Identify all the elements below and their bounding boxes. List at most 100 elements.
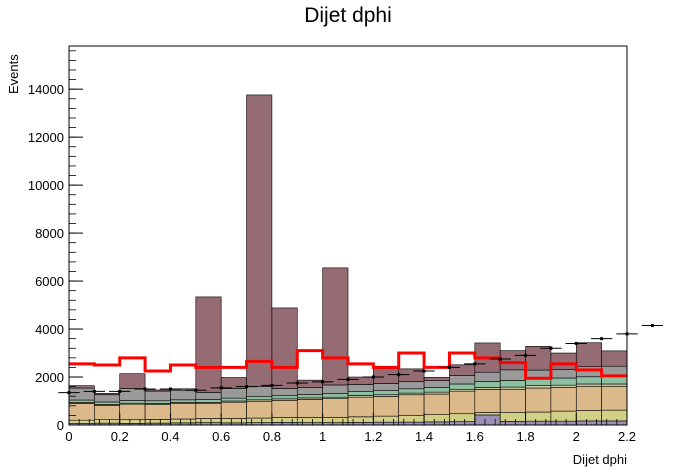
stack-bar-6-10 [322, 267, 349, 386]
stack-bar-1-11 [347, 416, 374, 423]
data-point-6 [219, 386, 223, 390]
stack-bar-1-21 [601, 409, 628, 422]
stack-bar-4-11 [347, 391, 374, 396]
data-point-3 [143, 387, 147, 391]
stack-bar-2-3 [144, 404, 171, 420]
stack-bar-6-21 [601, 350, 628, 367]
stacked-histogram [68, 94, 628, 426]
data-point-19 [549, 346, 553, 350]
data-point-2 [118, 389, 122, 393]
stack-bar-5-5 [195, 392, 222, 400]
x-tick-label-8: 1.6 [466, 429, 484, 444]
x-tick-label-0: 0 [65, 429, 72, 444]
stack-bar-0-21 [601, 420, 628, 426]
axes: 0 0.2 0.4 0.6 0.8 1 1.2 1.4 1.6 1.8 2 2.2 0 2000 4000 6… [28, 45, 636, 444]
stack-bar-3-17 [499, 386, 526, 390]
stack-bar-5-3 [144, 390, 171, 402]
stack-bar-4-6 [220, 397, 247, 402]
stack-bar-5-9 [296, 387, 323, 395]
stack-bar-1-13 [398, 415, 425, 423]
stack-bar-5-11 [347, 384, 374, 392]
stack-bar-4-13 [398, 388, 425, 394]
data-point-5 [194, 388, 198, 392]
stack-bar-1-4 [170, 418, 197, 424]
stack-bar-1-18 [525, 411, 552, 422]
stack-bar-2-13 [398, 394, 425, 416]
data-point-18 [524, 353, 528, 357]
stack-bar-1-2 [119, 419, 146, 424]
stack-bar-5-20 [575, 366, 602, 378]
stack-bar-4-3 [144, 400, 171, 404]
stack-bar-5-16 [474, 371, 501, 382]
stack-bar-1-19 [550, 410, 577, 422]
stack-bar-5-7 [246, 386, 273, 397]
stack-bar-1-0 [68, 419, 95, 424]
stack-bar-0-16 [474, 414, 501, 426]
stack-bar-2-20 [575, 386, 602, 411]
y-tick-label-0: 0 [57, 418, 64, 433]
red-step-line [69, 349, 627, 380]
y-tick-label-1: 2000 [35, 370, 64, 385]
stack-bar-3-20 [575, 383, 602, 387]
stack-bar-6-20 [575, 342, 602, 368]
stack-bar-2-19 [550, 387, 577, 412]
stack-bar-1-9 [296, 417, 323, 423]
stack-bar-5-14 [423, 380, 450, 388]
stack-bar-5-15 [449, 375, 476, 385]
x-tick-label-4: 0.8 [263, 429, 281, 444]
stack-bar-2-11 [347, 396, 374, 418]
stack-bar-1-20 [575, 410, 602, 422]
stack-bar-4-2 [119, 400, 146, 404]
data-point-23 [650, 323, 654, 327]
data-point-17 [498, 357, 502, 361]
stack-bar-4-0 [68, 399, 95, 403]
y-tick-label-4: 8000 [35, 226, 64, 241]
stack-bar-1-16 [474, 412, 501, 416]
x-tick-label-11: 2.2 [618, 429, 636, 444]
stack-bar-2-12 [373, 396, 400, 417]
stack-bar-2-15 [449, 390, 476, 415]
stack-bar-5-12 [373, 383, 400, 391]
stack-bar-4-20 [575, 376, 602, 385]
y-tick-label-7: 14000 [28, 82, 64, 97]
stack-bar-2-6 [220, 401, 247, 419]
stack-bar-2-5 [195, 403, 222, 419]
stack-bar-5-0 [68, 387, 95, 401]
stack-bar-5-8 [271, 388, 298, 397]
data-point-11 [346, 377, 350, 381]
x-tick-label-1: 0.2 [111, 429, 129, 444]
stack-bar-5-19 [550, 369, 577, 379]
stack-bar-2-16 [474, 389, 501, 413]
data-point-16 [473, 362, 477, 366]
y-tick-label-5: 10000 [28, 178, 64, 193]
plot-frame [68, 45, 628, 426]
data-point-7 [245, 385, 249, 389]
x-tick-label-10: 2 [573, 429, 580, 444]
data-point-1 [92, 389, 96, 393]
data-point-9 [295, 381, 299, 385]
stack-bar-2-7 [246, 400, 273, 419]
stack-bar-1-12 [373, 415, 400, 423]
stack-bar-4-8 [271, 395, 298, 400]
stack-bar-0-20 [575, 420, 602, 426]
stack-bar-6-5 [195, 296, 222, 393]
stack-bar-0-15 [449, 421, 476, 426]
stack-bar-3-18 [525, 385, 552, 389]
stack-bar-4-9 [296, 394, 323, 399]
red-step-series [69, 349, 627, 380]
stack-bar-2-9 [296, 399, 323, 418]
stack-bar-6-17 [499, 350, 526, 371]
stack-bar-4-16 [474, 381, 501, 388]
stack-bar-2-17 [499, 388, 526, 413]
stack-bar-5-10 [322, 384, 349, 394]
stack-bar-0-17 [499, 421, 526, 426]
stack-bar-3-16 [474, 387, 501, 390]
stack-bar-6-19 [550, 352, 577, 370]
stack-bar-4-4 [170, 399, 197, 403]
data-point-20 [574, 341, 578, 345]
stack-bar-4-12 [373, 390, 400, 396]
stack-bar-2-1 [94, 405, 121, 421]
stack-bar-2-10 [322, 398, 349, 418]
stack-bar-6-18 [525, 346, 552, 371]
stack-bar-5-1 [94, 394, 121, 403]
